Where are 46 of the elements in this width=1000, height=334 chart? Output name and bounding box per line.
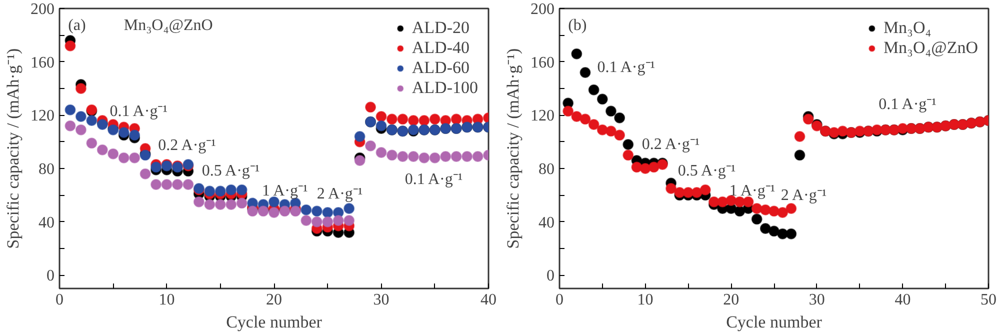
annotation: 0.1 A·g⁻¹ [110,102,168,120]
legend-label: Mn₃O₄ [883,18,932,38]
y-tick-label: 200 [530,1,554,18]
x-tick-label: 40 [480,292,496,308]
legend-label: ALD-40 [412,38,470,58]
y-tick-label: 120 [30,108,54,125]
annotation: 0.2 A·g⁻¹ [642,136,700,154]
y-tick-label: 120 [530,108,554,125]
annotation: 1 A·g⁻¹ [262,182,308,200]
y-tick-label: 40 [538,214,554,232]
x-axis-title: Cycle number [226,312,322,332]
x-tick-label: 30 [373,292,390,308]
annotation: 0.1 A·g⁻¹ [404,170,463,188]
annotation: (a) [68,16,86,34]
y-axis-title: Specific capacity / (mAh·g⁻¹) [504,48,522,249]
annotation: 2 A·g⁻¹ [316,185,363,202]
y-tick-label: 40 [38,214,54,232]
y-tick-label: 80 [38,161,54,178]
y-tick-label: 160 [530,54,554,72]
y-tick-label: 0 [46,268,54,285]
x-tick-label: 20 [723,292,740,308]
annotation: Mn₃O₄@ZnO [124,16,213,34]
annotation: 0.1 A·g⁻¹ [597,58,656,76]
annotation: 0.2 A·g⁻¹ [158,137,216,154]
x-tick-label: 50 [980,292,996,308]
x-tick-label: 20 [266,292,282,308]
x-tick-label: 40 [894,292,911,308]
annotation: 1 A·g⁻¹ [729,182,776,200]
annotation: (b) [568,16,587,34]
legend-label: ALD-100 [412,78,478,98]
x-tick-label: 10 [158,292,175,308]
annotation: 0.1 A·g⁻¹ [878,96,937,114]
annotation: 0.5 A·g⁻¹ [678,162,736,180]
x-tick-label: 30 [808,292,825,308]
y-tick-label: 160 [30,54,54,72]
y-tick-label: 0 [546,268,554,285]
y-tick-label: 200 [30,1,54,18]
annotation: 2 A·g⁻¹ [780,186,827,204]
legend-label: Mn₃O₄@ZnO [883,38,978,58]
annotation: 0.5 A·g⁻¹ [202,162,260,180]
y-tick-label: 80 [538,161,554,178]
legend-label: ALD-60 [412,58,470,78]
x-axis-title: Cycle number [726,312,822,332]
y-axis-title: Specific capacity / (mAh·g⁻¹) [4,48,22,249]
x-tick-label: 10 [637,292,654,308]
legend-label: ALD-20 [412,18,470,38]
